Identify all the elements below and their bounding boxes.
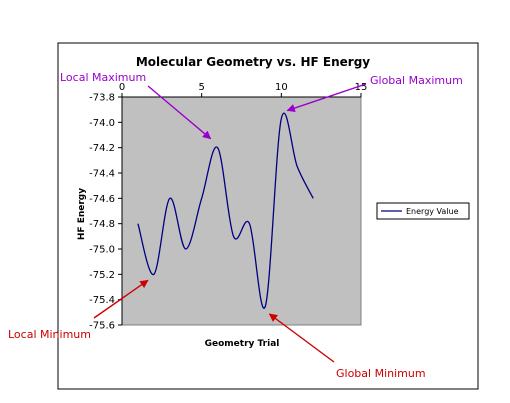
y-tick-label: -73.8 [89,93,115,104]
legend: Energy Value [376,202,470,220]
y-tick-label: -75.2 [89,270,115,281]
annotation-arrow [93,279,149,319]
chart-title: Molecular Geometry vs. HF Energy [136,55,370,69]
x-tick-label: 10 [275,82,288,93]
series-layer [137,112,314,309]
annotation-label: Global Minimum [336,367,426,380]
annotation-label: Local Minimum [8,328,91,341]
x-tick-label: 0 [119,82,125,93]
y-tick-label: -75.0 [89,245,115,256]
annotation-arrow [147,85,212,140]
annotation-arrow [268,313,335,363]
y-tick-label: -74.2 [89,143,115,154]
series-line-energy-value [137,112,314,309]
x-axis-title: Geometry Trial [205,339,280,349]
y-axis-title: HF Energy [77,188,87,240]
legend-box [376,202,470,220]
annotations: Local Maximum Global Maximum Local Minimum… [8,71,463,380]
y-tick-label: -74.0 [89,118,115,129]
annotation-label: Global Maximum [370,74,463,87]
y-tick-label: -75.4 [89,295,115,306]
y-tick-label: -74.8 [89,219,115,230]
annotation-label: Local Maximum [60,71,146,84]
annotation-arrow [286,83,367,113]
legend-label: Energy Value [406,207,459,216]
y-tick-label: -74.6 [89,194,115,205]
y-tick-label: -74.4 [89,169,115,180]
plot-area [121,96,362,326]
x-tick-label: 5 [198,82,204,93]
x-tick-label: 15 [355,82,368,93]
y-tick-label: -75.6 [89,321,115,332]
